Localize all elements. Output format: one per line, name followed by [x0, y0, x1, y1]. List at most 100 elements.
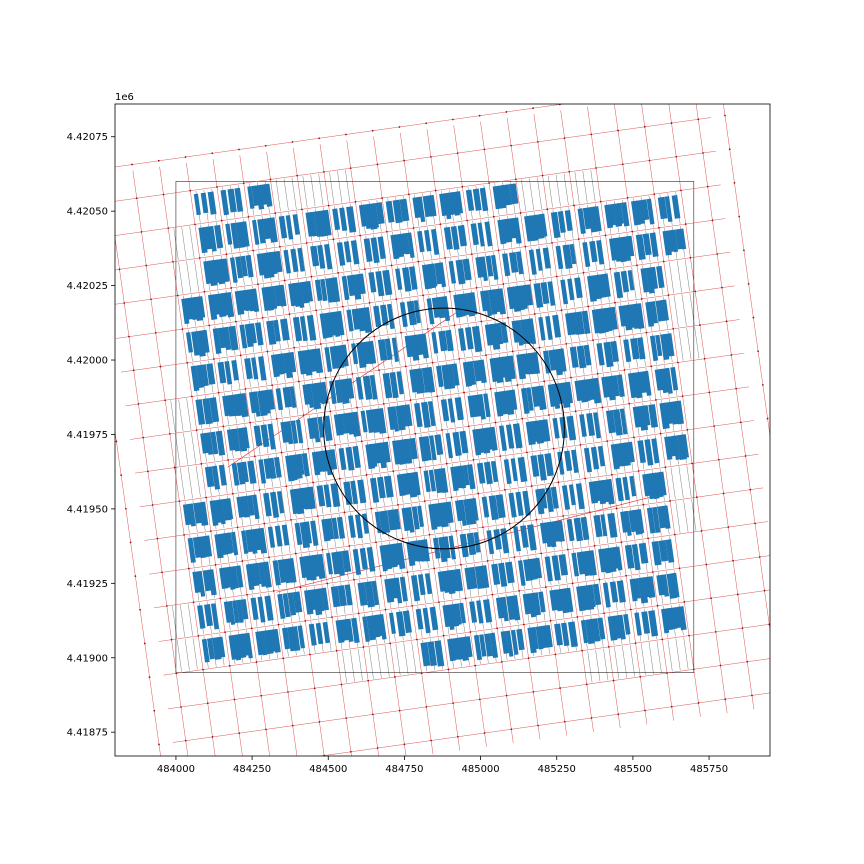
street-node [354, 200, 357, 203]
building [404, 438, 413, 464]
building [450, 603, 460, 627]
street-node [703, 357, 706, 360]
building [297, 350, 307, 375]
tessellation-edge [494, 457, 500, 490]
building [483, 461, 493, 485]
building [370, 237, 380, 264]
building [497, 219, 507, 245]
tessellation-edge [678, 466, 684, 499]
building [368, 271, 377, 293]
building [558, 348, 567, 372]
building [218, 464, 227, 486]
street-node [458, 358, 461, 360]
street-segment [533, 114, 621, 729]
building [607, 512, 618, 538]
building [226, 498, 234, 520]
building [226, 532, 234, 554]
building [193, 502, 202, 524]
building [571, 449, 579, 474]
building [245, 563, 255, 591]
tessellation-edge [675, 501, 681, 533]
building [467, 498, 477, 525]
street-node [172, 260, 174, 263]
building [544, 453, 554, 477]
street-node [131, 163, 133, 166]
street-segment [266, 151, 352, 756]
building [569, 243, 577, 265]
street-node [643, 125, 646, 128]
building [389, 371, 399, 399]
street-node [736, 593, 739, 596]
building [429, 606, 439, 631]
street-node [431, 361, 434, 364]
building [557, 211, 566, 233]
building [509, 183, 519, 205]
building [500, 528, 510, 554]
building [480, 256, 488, 282]
street-node [725, 320, 728, 323]
building [564, 381, 574, 404]
building [352, 445, 361, 469]
street-segment [587, 106, 674, 721]
building [362, 375, 373, 400]
building [550, 211, 561, 239]
tessellation-edge [422, 193, 427, 226]
building [207, 191, 217, 215]
street-node [332, 238, 335, 241]
building [527, 524, 537, 551]
building [521, 387, 530, 414]
building [510, 458, 518, 482]
building [617, 236, 627, 263]
street-node [500, 661, 503, 663]
building [205, 432, 214, 455]
street-node [609, 268, 612, 270]
building [322, 415, 333, 442]
building [260, 424, 270, 448]
building [243, 289, 252, 312]
street-node [398, 709, 401, 712]
building [209, 397, 220, 423]
building [376, 408, 387, 434]
building [631, 543, 641, 571]
building [366, 340, 377, 365]
street-node [483, 148, 486, 151]
street-node [403, 159, 406, 162]
building [451, 191, 460, 216]
tessellation-edge [170, 400, 176, 433]
building [463, 499, 472, 526]
building [479, 187, 489, 212]
street-node [527, 657, 530, 660]
tessellation-edge [574, 171, 580, 204]
street-segment [723, 104, 770, 438]
street-node [472, 459, 475, 461]
building [238, 392, 249, 418]
y-tick-label: 4.42050 [67, 207, 108, 218]
building [350, 411, 361, 437]
street-node [258, 489, 261, 491]
building [424, 573, 433, 595]
building [451, 363, 460, 386]
building [443, 536, 451, 559]
street-node [274, 212, 277, 215]
building [231, 566, 239, 589]
street-node [478, 698, 481, 701]
tessellation-edge [666, 571, 671, 603]
street-node [265, 728, 267, 731]
tessellation-edge [291, 177, 297, 210]
building [430, 263, 438, 287]
street-node [677, 361, 679, 364]
street-node [376, 163, 379, 166]
street-node [411, 604, 414, 607]
tessellation-edge [375, 577, 380, 610]
building [420, 401, 431, 428]
building [326, 552, 333, 575]
building [240, 255, 248, 277]
building [484, 427, 493, 451]
building [356, 342, 367, 369]
building [550, 486, 559, 509]
building [370, 477, 380, 503]
building [287, 626, 297, 652]
building [618, 614, 626, 640]
building [408, 437, 418, 460]
building [200, 192, 209, 214]
